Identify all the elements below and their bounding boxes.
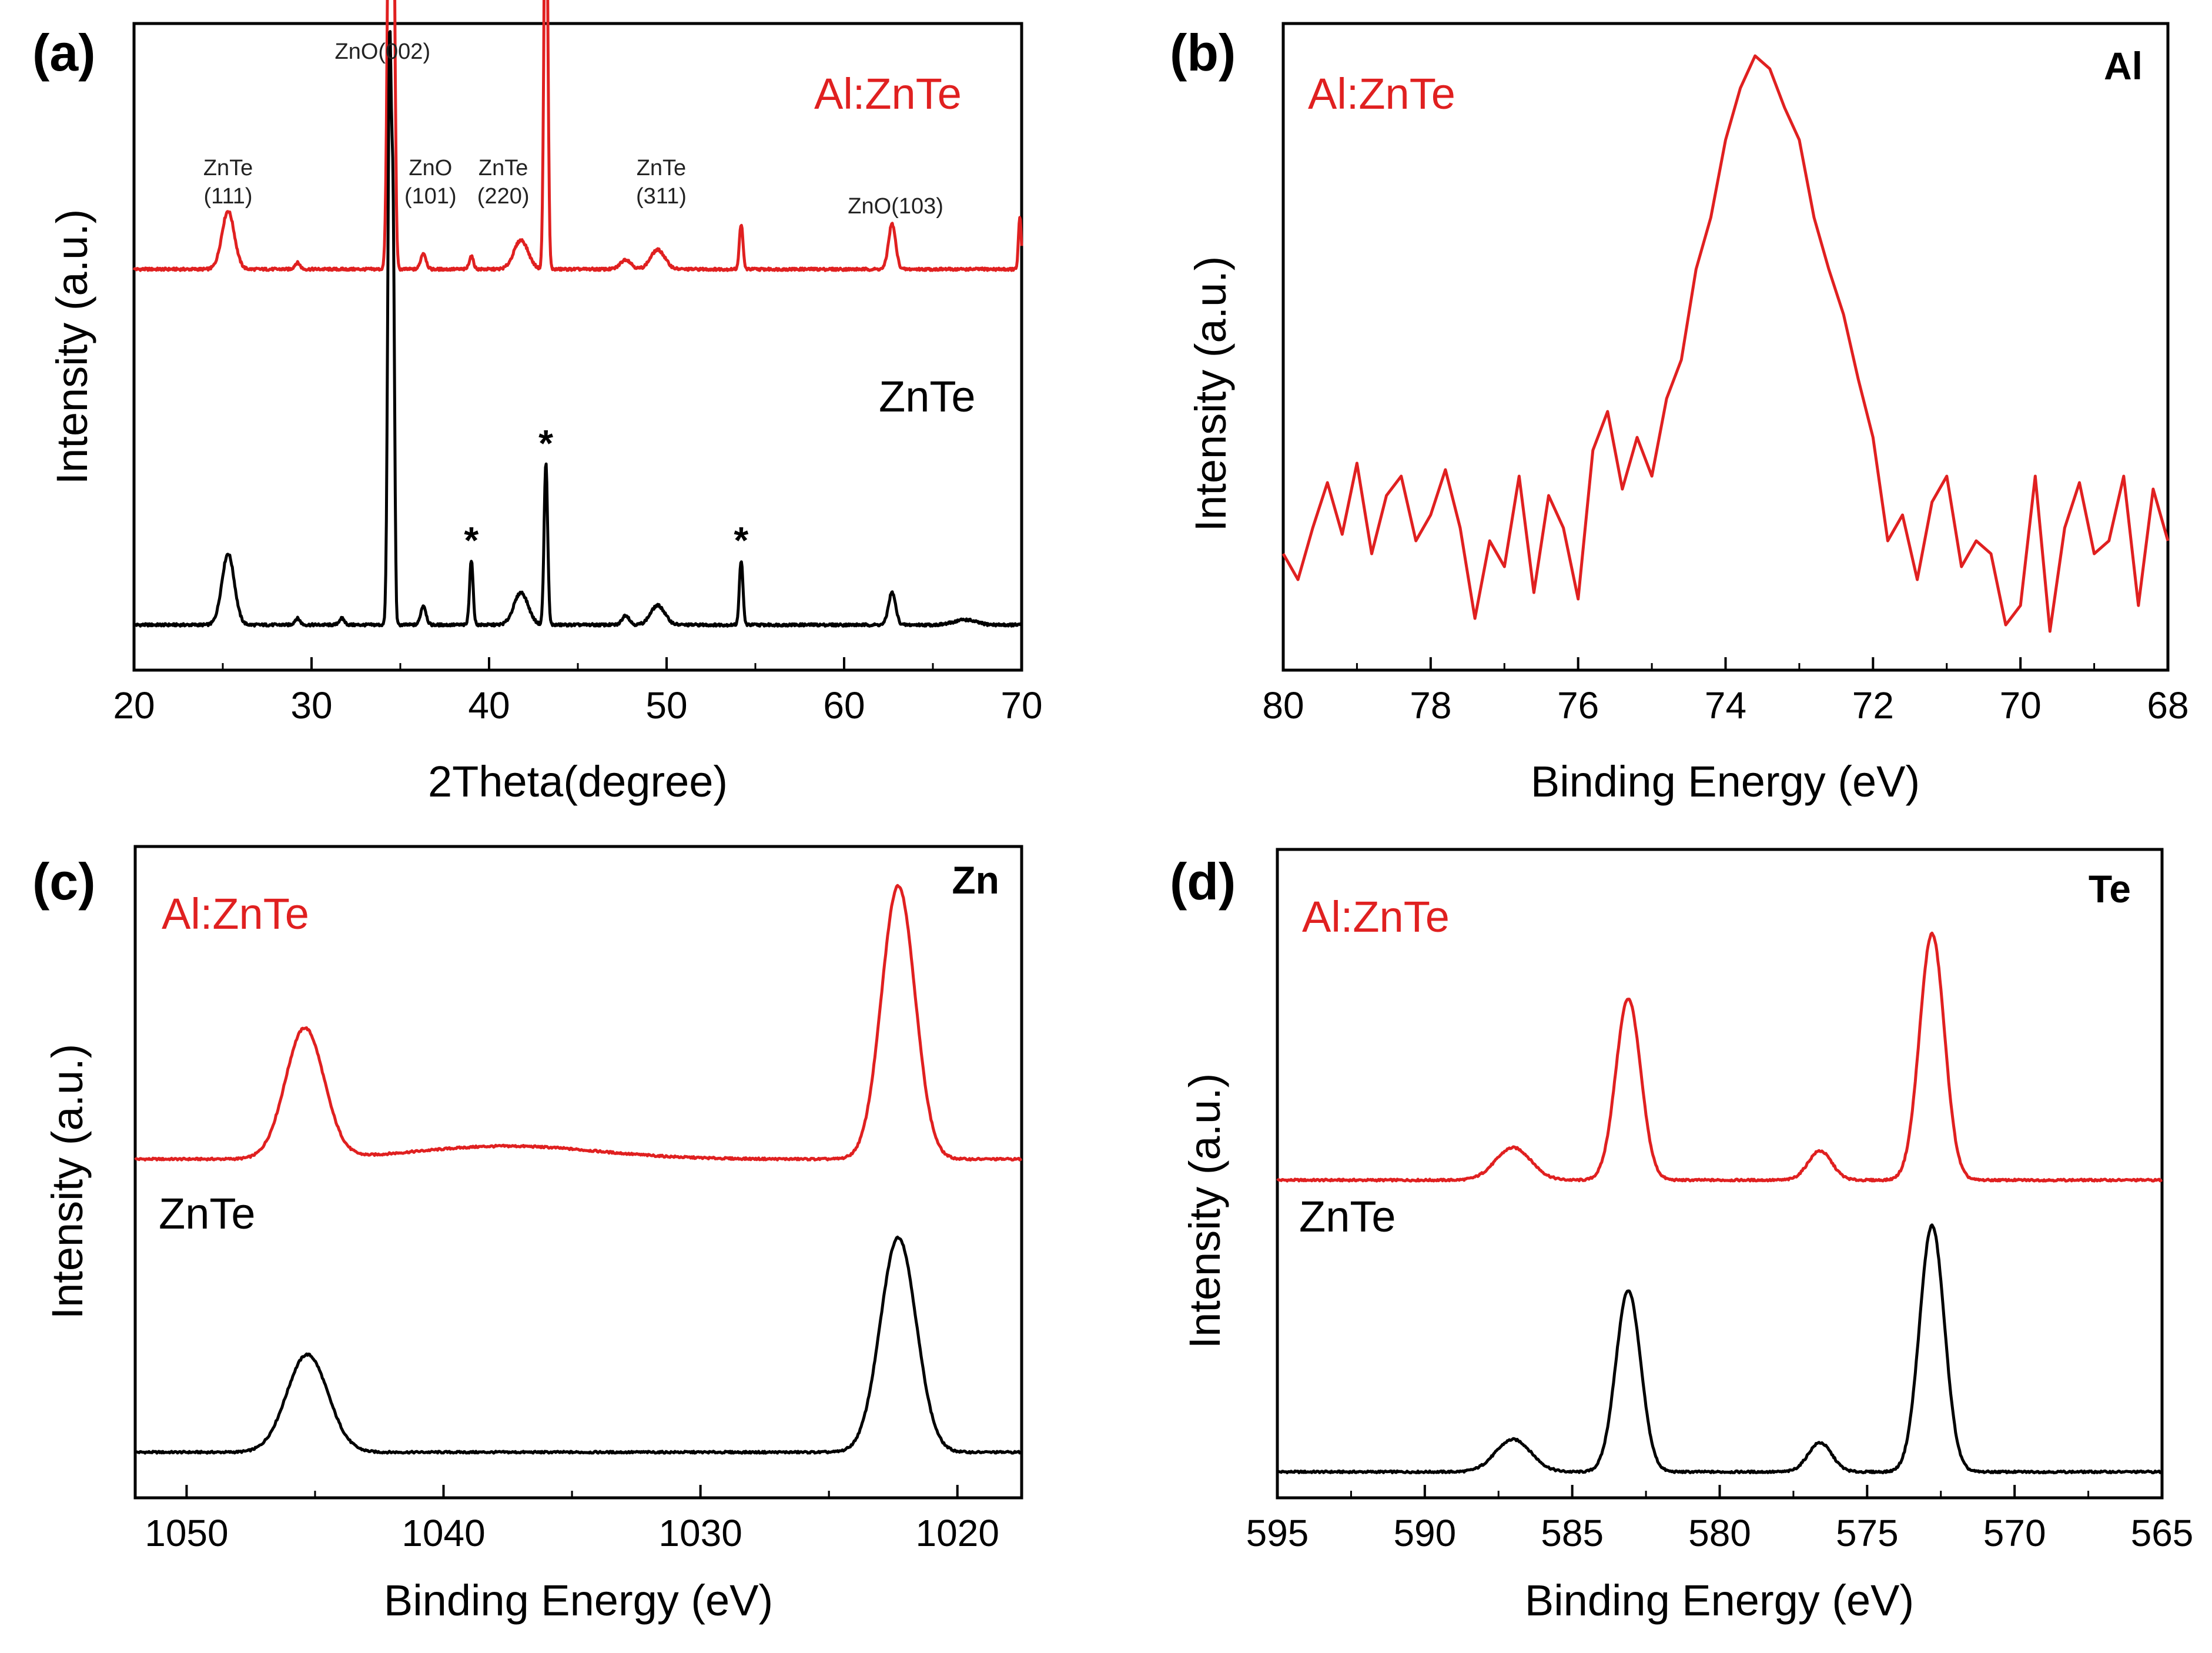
panel-label: (d) [1170, 852, 1236, 911]
x-tick-label: 565 [2131, 1512, 2194, 1554]
element-label: Te [2089, 867, 2131, 911]
x-tick-label: 1020 [916, 1512, 999, 1554]
y-axis-title: Intensity (a.u.) [1186, 256, 1235, 532]
x-axis-title: Binding Energy (eV) [1531, 757, 1920, 806]
series-label-znte: ZnTe [159, 1189, 256, 1238]
x-tick-label: 575 [1836, 1512, 1899, 1554]
x-tick-label: 580 [1688, 1512, 1751, 1554]
plot-frame [133, 845, 1023, 1500]
x-tick-label: 72 [1852, 684, 1894, 727]
x-axis-title: Binding Energy (eV) [384, 1576, 773, 1625]
x-tick-label: 1030 [658, 1512, 742, 1554]
x-tick-label: 30 [290, 684, 332, 727]
x-ticks: 20 30 40 50 60 70 [113, 657, 1043, 727]
x-ticks: 80 78 76 74 72 70 68 [1262, 657, 2189, 727]
peak-annotation: ZnTe [203, 156, 253, 180]
panel-b-al-xps-chart: (b) 80 78 76 74 72 70 68 Al Al:ZnTe Binding En… [1170, 22, 2189, 806]
x-tick-label: 570 [1983, 1512, 2046, 1554]
series-group [134, 884, 1023, 1455]
peak-annotation: (220) [477, 184, 530, 209]
peak-annotation: ZnO [409, 156, 452, 180]
panel-d-te-xps-chart: (d) 595 590 585 580 575 570 565 Te Al:ZnTe ZnT… [1170, 848, 2194, 1625]
series-label-znte: ZnTe [879, 372, 976, 421]
x-tick-label: 585 [1541, 1512, 1604, 1554]
series-label-znte: ZnTe [1299, 1192, 1396, 1241]
peak-annotation: ZnTe [478, 156, 528, 180]
x-tick-label: 50 [645, 684, 687, 727]
x-tick-label: 78 [1410, 684, 1451, 727]
x-ticks: 595 590 585 580 575 570 565 [1246, 1485, 2194, 1554]
x-tick-label: 74 [1705, 684, 1746, 727]
impurity-marker: * [538, 422, 553, 464]
series-label-al-znte: Al:ZnTe [814, 69, 962, 118]
x-axis-title: Binding Energy (eV) [1525, 1576, 1914, 1625]
panel-label: (c) [32, 852, 96, 911]
series-label-al-znte: Al:ZnTe [162, 889, 309, 938]
series-line [134, 884, 1023, 1162]
plot-frame [1281, 22, 2170, 672]
series-group [1276, 931, 2163, 1474]
series-line [1276, 1223, 2163, 1474]
peak-annotation: ZnTe [637, 156, 686, 180]
x-tick-label: 20 [113, 684, 155, 727]
series-line [132, 0, 1023, 272]
impurity-marker: * [734, 519, 748, 561]
x-tick-label: 590 [1393, 1512, 1456, 1554]
peak-annotation: ZnO(002) [334, 39, 430, 64]
x-ticks: 1050 1040 1030 1020 [145, 1485, 999, 1554]
x-tick-label: 70 [2000, 684, 2042, 727]
element-label: Zn [952, 858, 999, 902]
x-tick-label: 76 [1557, 684, 1599, 727]
plot-frame [132, 22, 1023, 672]
peak-annotation: (101) [404, 184, 457, 209]
y-axis-title: Intensity (a.u.) [43, 1044, 92, 1320]
x-tick-label: 595 [1246, 1512, 1309, 1554]
panel-c-zn-xps-chart: (c) 1050 1040 1030 1020 Zn Al:ZnTe ZnTe Bin… [32, 845, 1023, 1625]
x-tick-label: 80 [1262, 684, 1304, 727]
y-axis-title: Intensity (a.u.) [1180, 1073, 1229, 1349]
series-line [132, 30, 1023, 628]
series-label-al-znte: Al:ZnTe [1302, 892, 1450, 941]
x-tick-label: 68 [2147, 684, 2188, 727]
element-label: Al [2104, 44, 2143, 88]
series-line [1281, 54, 2170, 633]
peak-annotation: ZnO(103) [848, 194, 943, 219]
x-tick-label: 60 [823, 684, 865, 727]
peak-annotations: ZnTe (111) ZnO(002) ZnO (101) ZnTe (220) ZnTe (3… [203, 39, 943, 561]
series-group [1281, 54, 2170, 633]
panel-label: (a) [32, 24, 96, 82]
impurity-marker: * [464, 519, 478, 561]
x-tick-label: 1050 [145, 1512, 228, 1554]
series-group [132, 0, 1023, 628]
series-line [1276, 931, 2163, 1183]
peak-annotation: (311) [636, 184, 687, 209]
panel-a-xrd-chart: (a) 20 30 40 50 60 70 ZnTe(111)ZnO(002)ZnO(10… [32, 0, 1043, 806]
y-axis-title: Intensity (a.u.) [48, 209, 96, 485]
x-tick-label: 70 [1000, 684, 1042, 727]
series-label-al-znte: Al:ZnTe [1308, 69, 1455, 118]
peak-annotation: (111) [204, 184, 253, 209]
x-axis-title: 2Theta(degree) [428, 757, 728, 806]
plot-frame [1276, 848, 2164, 1500]
x-tick-label: 40 [468, 684, 510, 727]
series-line [134, 1236, 1023, 1455]
panel-label: (b) [1170, 24, 1236, 82]
x-tick-label: 1040 [401, 1512, 485, 1554]
